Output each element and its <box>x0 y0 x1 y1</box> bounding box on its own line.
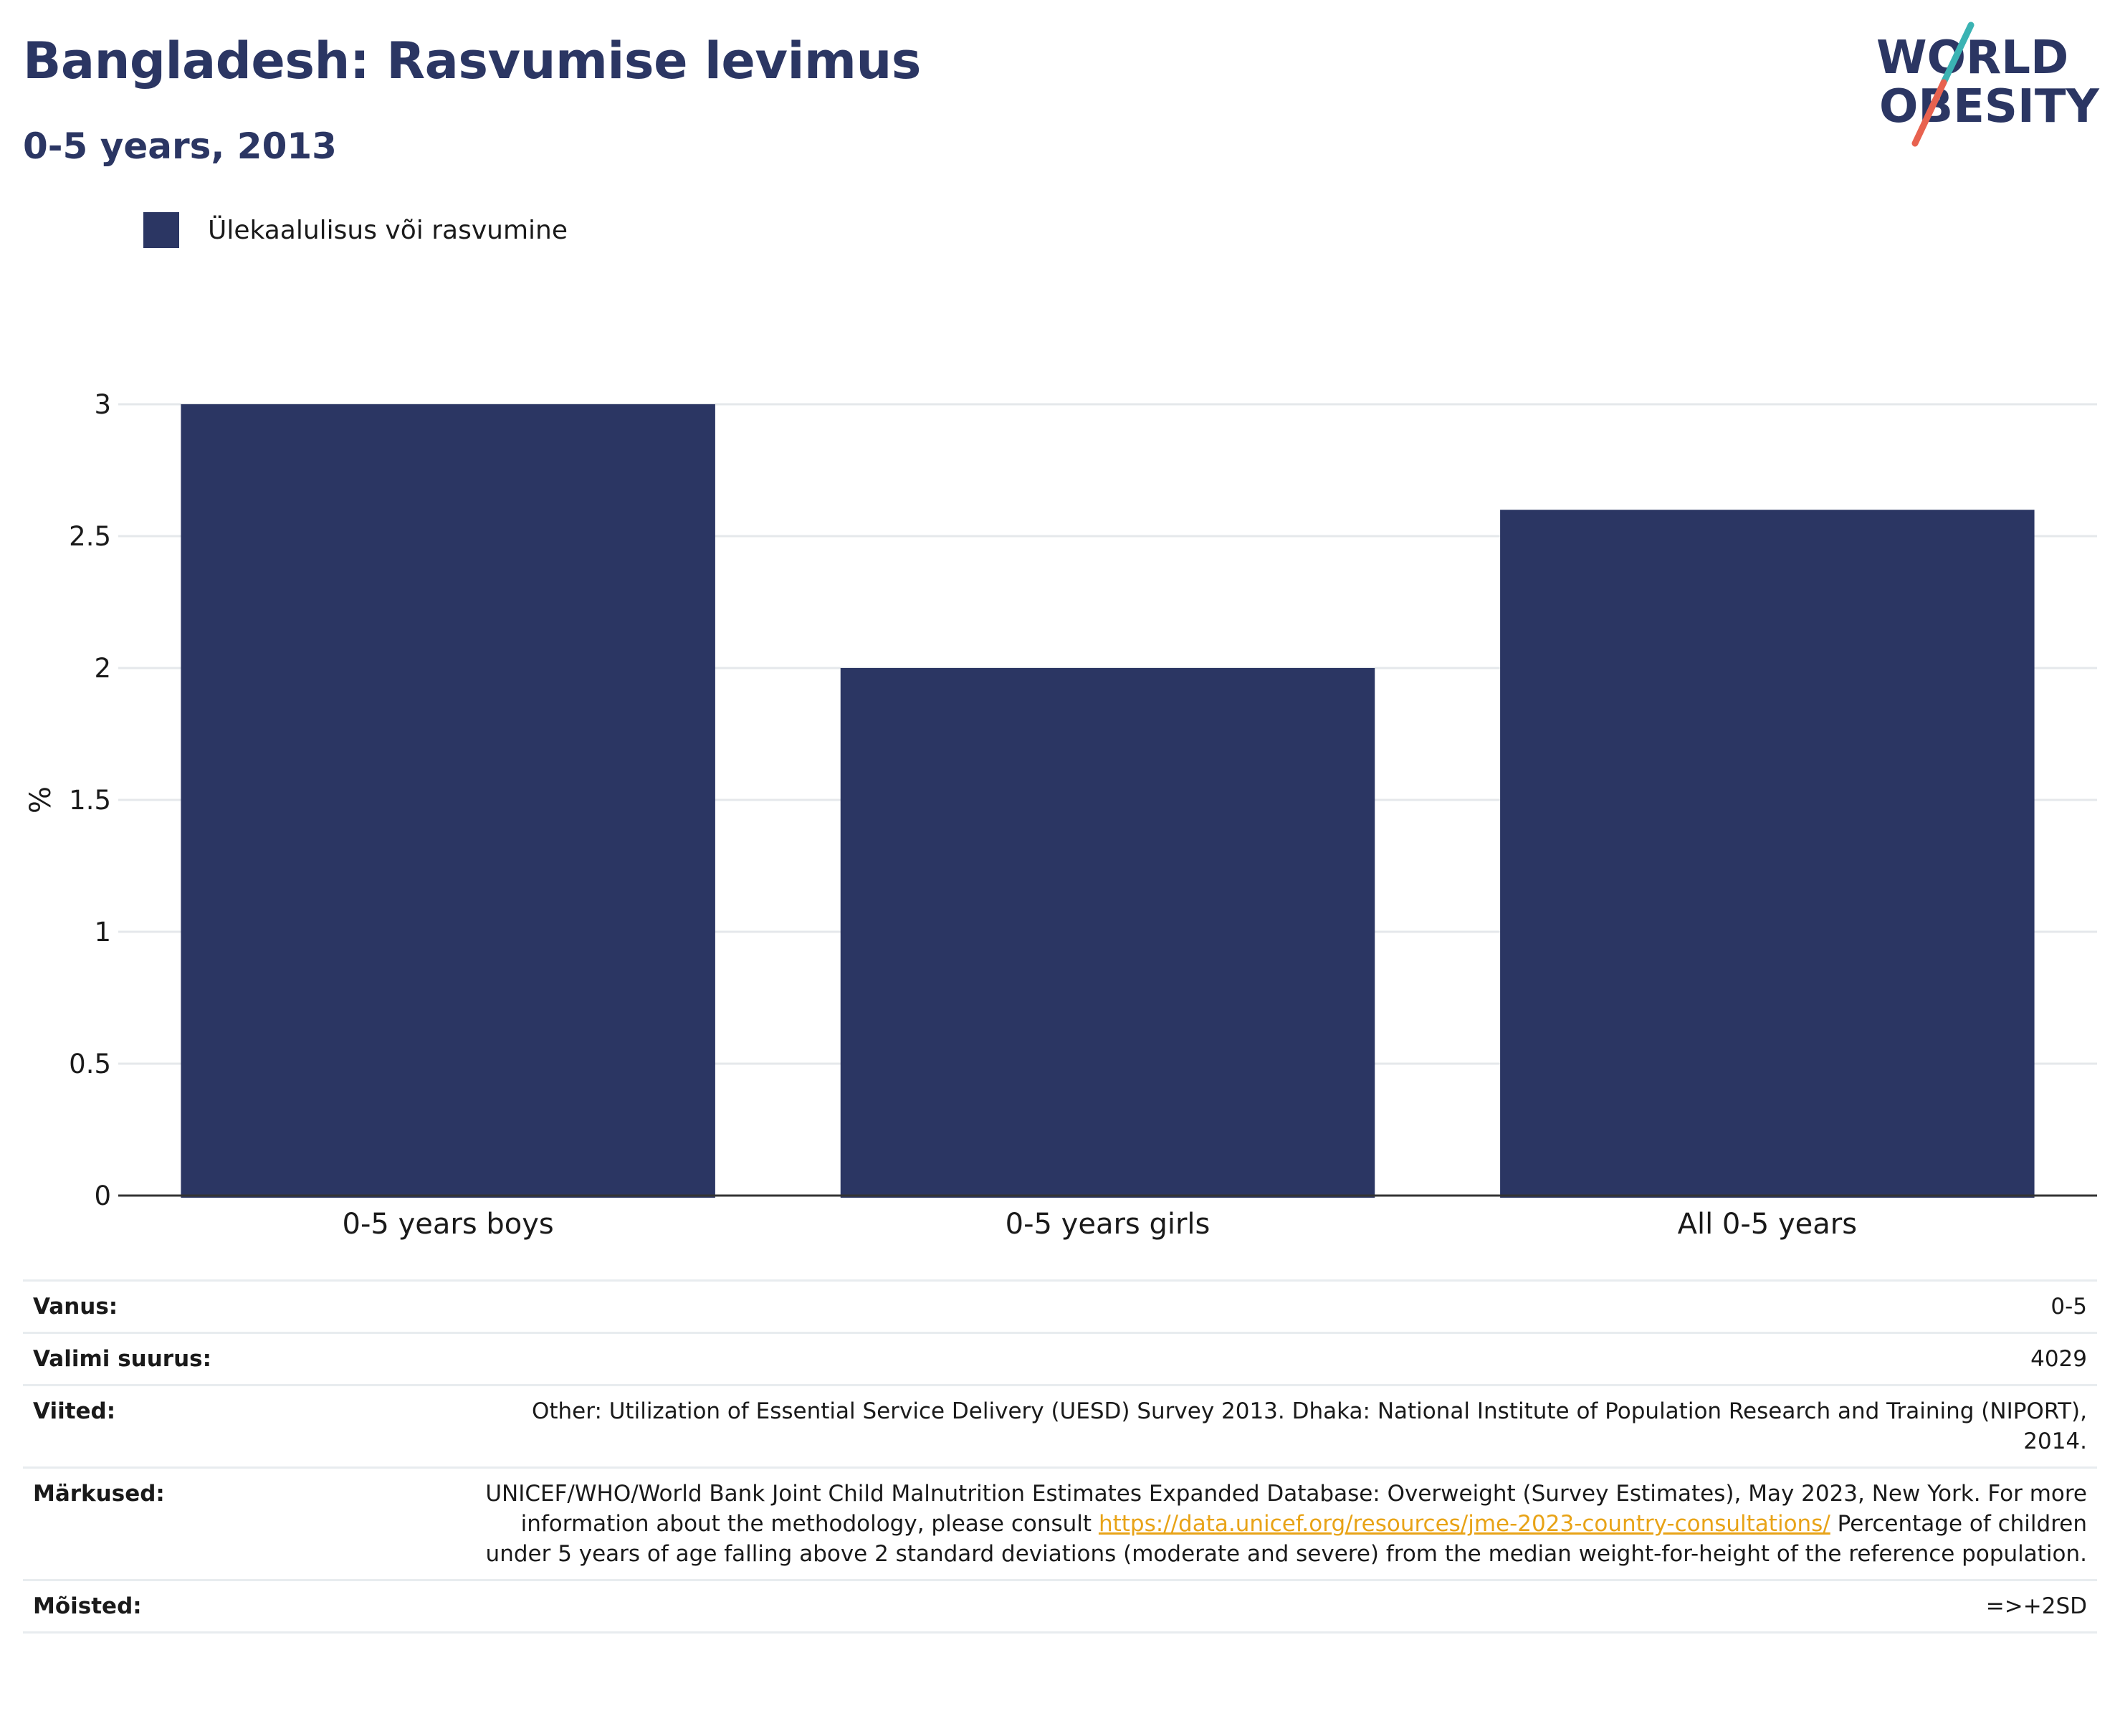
y-tick-label: 2 <box>94 653 111 684</box>
info-notes-value: UNICEF/WHO/World Bank Joint Child Malnut… <box>473 1466 2097 1581</box>
legend-swatch <box>143 212 179 248</box>
logo-slash-bottom <box>1911 79 1947 147</box>
info-notes-link[interactable]: https://data.unicef.org/resources/jme-20… <box>1098 1511 1830 1537</box>
info-references-label: Viited: <box>23 1384 473 1469</box>
y-axis-title: % <box>24 786 57 814</box>
info-row-notes: Märkused: UNICEF/WHO/World Bank Joint Ch… <box>23 1466 2097 1581</box>
info-sample-value: 4029 <box>473 1332 2097 1386</box>
info-references-value: Other: Utilization of Essential Service … <box>473 1384 2097 1469</box>
world-obesity-logo: WORLD OBESITY <box>1876 22 2099 147</box>
bars <box>181 404 2035 1198</box>
y-tick-label: 1 <box>94 917 111 948</box>
y-tick-label: 0 <box>94 1181 111 1211</box>
bar <box>840 668 1375 1198</box>
info-row-sample: Valimi suurus: 4029 <box>23 1332 2097 1386</box>
y-tick-label: 1.5 <box>69 785 111 816</box>
y-tick-label: 3 <box>94 389 111 420</box>
info-sample-label: Valimi suurus: <box>23 1332 473 1386</box>
info-table: Vanus: 0-5 Valimi suurus: 4029 Viited: O… <box>23 1279 2097 1634</box>
info-row-age: Vanus: 0-5 <box>23 1279 2097 1334</box>
info-definitions-label: Mõisted: <box>23 1579 473 1634</box>
info-notes-label: Märkused: <box>23 1466 473 1581</box>
info-age-value: 0-5 <box>473 1279 2097 1334</box>
bar-chart: 0 0.5 1 1.5 2 2.5 3 0-5 years boys 0-5 years gi… <box>24 389 2097 1241</box>
x-category-label: 0-5 years boys <box>343 1208 554 1241</box>
x-category-label: 0-5 years girls <box>1006 1208 1211 1241</box>
info-notes-definition: Percentage of children under 5 years of … <box>485 1511 2087 1567</box>
y-tick-label: 2.5 <box>69 521 111 552</box>
info-row-definitions: Mõisted: =>+2SD <box>23 1579 2097 1634</box>
logo-text-world: WORLD <box>1876 32 2068 85</box>
info-age-label: Vanus: <box>23 1279 473 1334</box>
bar <box>181 404 715 1198</box>
legend-label: Ülekaalulisus või rasvumine <box>208 215 568 245</box>
chart-subtitle: 0-5 years, 2013 <box>23 125 337 167</box>
y-tick-labels: 0 0.5 1 1.5 2 2.5 3 <box>69 389 111 1211</box>
legend: Ülekaalulisus või rasvumine <box>143 212 568 248</box>
info-definitions-value: =>+2SD <box>473 1579 2097 1634</box>
info-row-references: Viited: Other: Utilization of Essential … <box>23 1384 2097 1469</box>
x-category-labels: 0-5 years boys 0-5 years girls All 0-5 yea… <box>343 1208 1857 1241</box>
x-category-label: All 0-5 years <box>1678 1208 1857 1241</box>
logo-text-obesity: OBESITY <box>1879 80 2099 133</box>
logo-slash-top <box>1940 22 1975 86</box>
y-tick-label: 0.5 <box>69 1049 111 1079</box>
chart-title: Bangladesh: Rasvumise levimus <box>23 32 921 90</box>
bar <box>1500 510 2035 1198</box>
info-notes-text: UNICEF/WHO/World Bank Joint Child Malnut… <box>485 1481 2087 1537</box>
